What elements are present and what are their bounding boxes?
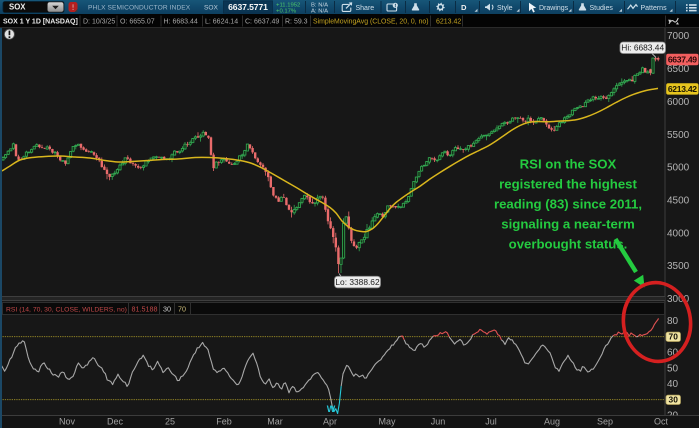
svg-text:SOX: SOX xyxy=(9,3,26,12)
svg-text:6213.42: 6213.42 xyxy=(436,19,461,26)
svg-text:O: 6655.07: O: 6655.07 xyxy=(120,19,155,26)
svg-text:Dec: Dec xyxy=(107,416,124,426)
svg-text:C: 6637.49: C: 6637.49 xyxy=(245,19,279,26)
svg-text:Patterns: Patterns xyxy=(641,5,668,12)
svg-text:5500: 5500 xyxy=(667,130,690,141)
svg-text:Share: Share xyxy=(356,5,375,12)
svg-text:RSI (14, 70, 30, CLOSE, WILDER: RSI (14, 70, 30, CLOSE, WILDERS, no) xyxy=(6,306,127,313)
svg-text:Lo: 3388.62: Lo: 3388.62 xyxy=(335,277,380,287)
svg-text:70: 70 xyxy=(178,304,186,313)
svg-text:Jul: Jul xyxy=(485,416,497,426)
svg-text:reading (83) since 2011,: reading (83) since 2011, xyxy=(494,197,642,212)
svg-text:H: 6683.44: H: 6683.44 xyxy=(164,19,198,26)
svg-text:signaling a near-term: signaling a near-term xyxy=(501,217,634,232)
svg-text:May: May xyxy=(378,416,396,426)
svg-text:Feb: Feb xyxy=(216,416,232,426)
svg-text:6637.5771: 6637.5771 xyxy=(228,2,268,12)
svg-text:7000: 7000 xyxy=(667,31,690,42)
svg-text:W: W xyxy=(327,404,336,414)
svg-text:81.5188: 81.5188 xyxy=(132,304,158,313)
svg-text:Drawings: Drawings xyxy=(539,5,569,12)
svg-text:Studies: Studies xyxy=(590,5,614,12)
svg-text:+0.17%: +0.17% xyxy=(276,8,297,14)
svg-text:70: 70 xyxy=(669,332,679,342)
svg-text:Apr: Apr xyxy=(323,416,337,426)
svg-text:6213.42: 6213.42 xyxy=(668,84,697,94)
svg-text:Hi: 6683.44: Hi: 6683.44 xyxy=(621,43,664,53)
svg-text:40: 40 xyxy=(667,379,679,390)
svg-text:6500: 6500 xyxy=(667,64,690,75)
svg-text:3000: 3000 xyxy=(667,294,690,305)
svg-text:registered the highest: registered the highest xyxy=(499,177,637,192)
svg-text:5000: 5000 xyxy=(667,163,690,174)
svg-text:Oct: Oct xyxy=(654,416,669,426)
svg-text:Style: Style xyxy=(497,5,513,12)
svg-text:20: 20 xyxy=(667,411,679,422)
svg-text:RSI on the SOX: RSI on the SOX xyxy=(520,157,617,172)
svg-text:Jun: Jun xyxy=(431,416,446,426)
svg-text:3500: 3500 xyxy=(667,261,690,272)
svg-text:PHLX SEMICONDUCTOR INDEX: PHLX SEMICONDUCTOR INDEX xyxy=(88,5,191,12)
svg-text:overbought status.: overbought status. xyxy=(509,237,628,252)
svg-text:4500: 4500 xyxy=(667,196,690,207)
svg-text:80: 80 xyxy=(667,316,679,327)
svg-text:SOX: SOX xyxy=(204,5,219,12)
svg-text:30: 30 xyxy=(669,395,679,405)
svg-text:A: N/A: A: N/A xyxy=(311,8,328,14)
svg-text:Sep: Sep xyxy=(597,416,613,426)
svg-text:60: 60 xyxy=(667,348,679,359)
svg-text:30: 30 xyxy=(163,304,171,313)
svg-text:4000: 4000 xyxy=(667,228,690,239)
svg-text:25: 25 xyxy=(165,416,175,426)
svg-text:D: D xyxy=(461,3,467,12)
svg-text:R: 59.3: R: 59.3 xyxy=(285,19,308,26)
svg-text:6637.49: 6637.49 xyxy=(668,54,697,64)
svg-text:SOX 1 Y 1D [NASDAQ]: SOX 1 Y 1D [NASDAQ] xyxy=(3,19,78,26)
svg-text:6000: 6000 xyxy=(667,97,690,108)
svg-text:Nov: Nov xyxy=(59,416,76,426)
svg-text:50: 50 xyxy=(667,363,679,374)
svg-text:B: N/A: B: N/A xyxy=(311,2,328,8)
svg-text:D: 10/3/25: D: 10/3/25 xyxy=(83,19,115,26)
svg-text:SimpleMovingAvg (CLOSE, 20, 0,: SimpleMovingAvg (CLOSE, 20, 0, no) xyxy=(313,19,429,26)
svg-text:Mar: Mar xyxy=(267,416,283,426)
svg-text:Aug: Aug xyxy=(544,416,560,426)
svg-text:L: 6624.14: L: 6624.14 xyxy=(205,19,238,26)
svg-text:+11.1952: +11.1952 xyxy=(276,2,300,8)
